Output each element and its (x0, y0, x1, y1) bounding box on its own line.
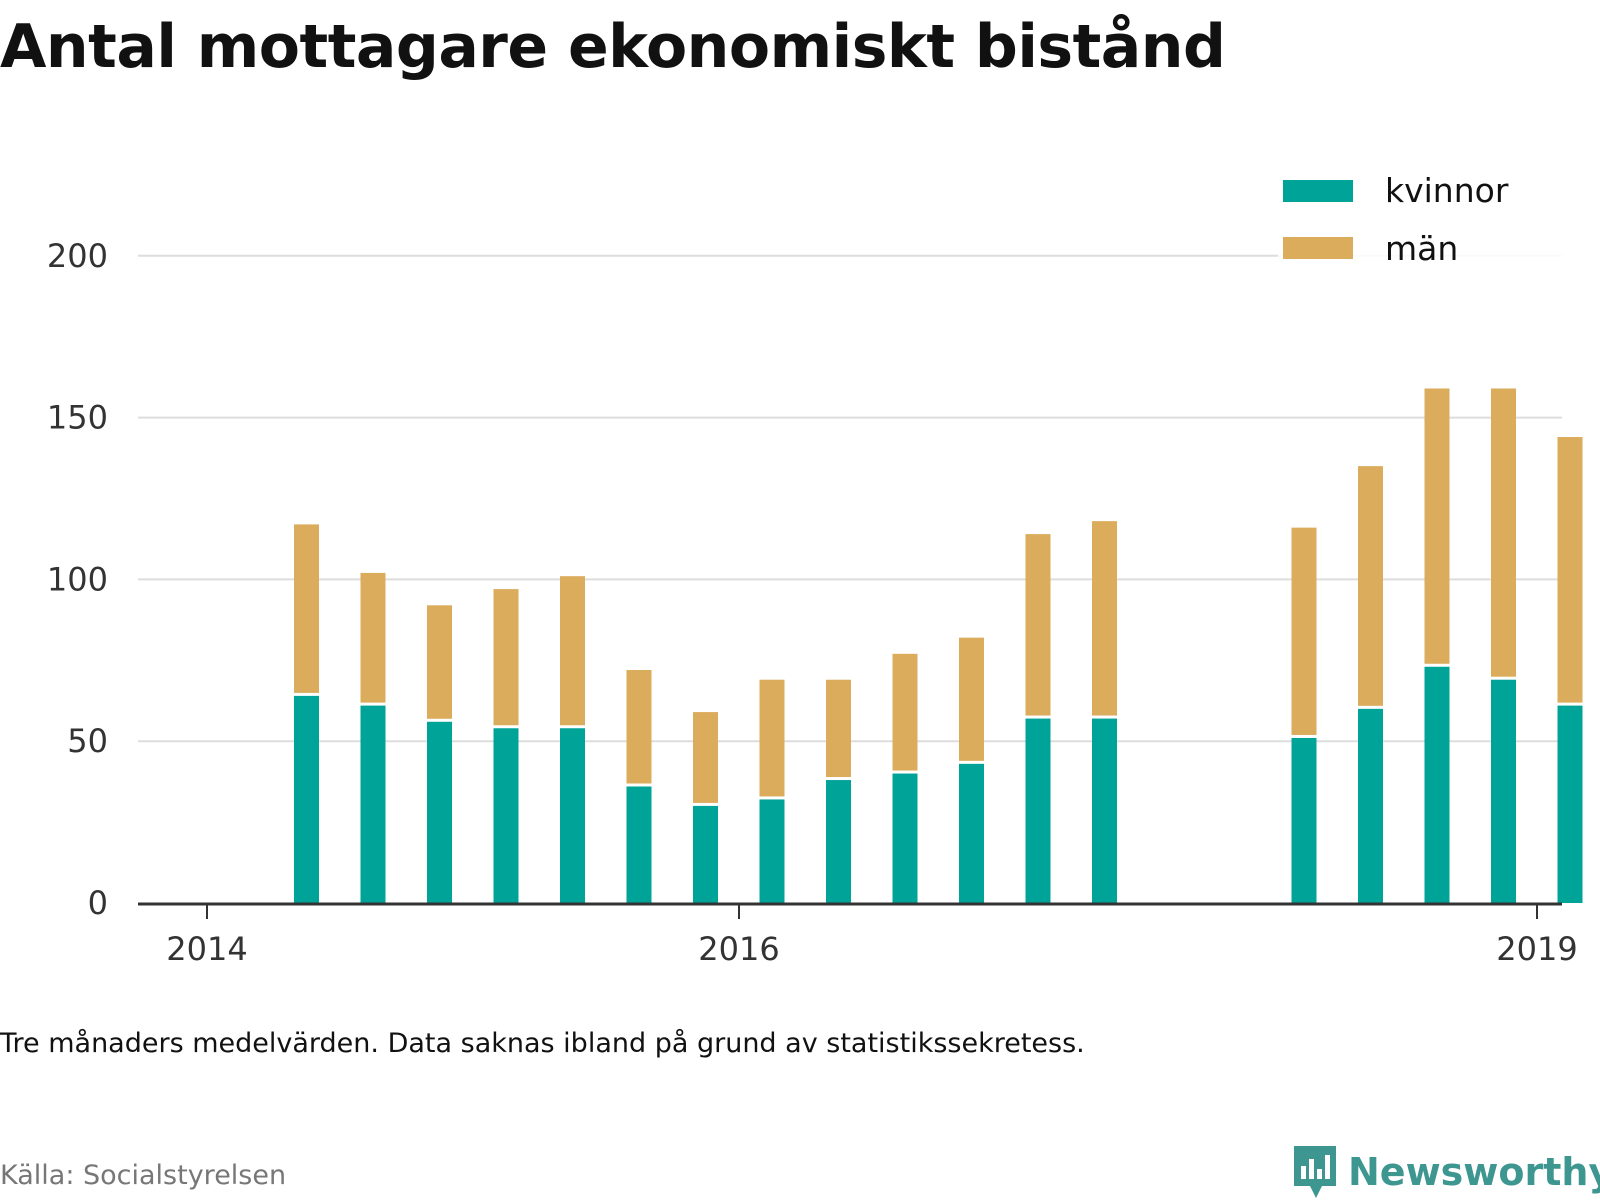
bar-kvinnor (1025, 718, 1051, 903)
bar-kvinnor (693, 805, 718, 903)
bar-kvinnor (560, 728, 585, 903)
newsworthy-wordmark: Newsworthy (1348, 1150, 1600, 1194)
legend-label-man: män (1385, 229, 1458, 268)
bar-kvinnor (1291, 737, 1317, 903)
bar-kvinnor (892, 773, 918, 903)
bar-kvinnor (1491, 679, 1516, 903)
bar-man (493, 589, 519, 726)
legend: kvinnor män (1278, 171, 1578, 275)
bar-kvinnor (1424, 666, 1450, 903)
x-tick-label: 2014 (166, 930, 247, 968)
bar-kvinnor (294, 695, 319, 903)
x-tick-label: 2019 (1496, 930, 1577, 968)
bar-kvinnor (1092, 718, 1117, 903)
bar-kvinnor (826, 780, 851, 903)
x-axis-ticks: 20142016201920212023 (166, 905, 1578, 968)
bar-kvinnor (759, 799, 785, 903)
chart-title: Antal mottagare ekonomiskt bistånd (0, 12, 1226, 82)
newsworthy-logo-icon (1294, 1146, 1336, 1198)
source-credit: Källa: Socialstyrelsen (0, 1160, 287, 1191)
bar-man (1424, 388, 1450, 664)
bar-kvinnor (493, 728, 519, 903)
legend-swatch-man (1283, 237, 1353, 259)
bar-man (1358, 466, 1383, 706)
bar-man (826, 679, 851, 778)
bar-man (1557, 437, 1583, 703)
bar-man (693, 712, 718, 803)
legend-swatch-kvinnor (1283, 180, 1353, 202)
bar-man (560, 576, 585, 726)
bar-man (427, 605, 452, 719)
bar-kvinnor (626, 786, 652, 903)
bar-man (892, 653, 918, 771)
gridlines (138, 254, 1562, 743)
bar-kvinnor (1358, 708, 1383, 903)
newsworthy-logo: Newsworthy (1290, 1142, 1600, 1202)
bar-kvinnor (1557, 705, 1583, 903)
y-tick-label: 50 (67, 722, 108, 760)
bar-man (1291, 527, 1317, 735)
bars (294, 388, 1583, 903)
y-tick-label: 200 (47, 237, 108, 275)
bar-kvinnor (959, 763, 984, 903)
bar-man (959, 637, 984, 761)
y-tick-label: 0 (88, 884, 108, 922)
bar-kvinnor (360, 705, 386, 903)
chart-note: Tre månaders medelvärden. Data saknas ib… (0, 1028, 1085, 1059)
y-axis-ticks: 0 50 100 150 200 (47, 237, 108, 922)
y-tick-label: 150 (47, 399, 108, 437)
bar-man (626, 670, 652, 784)
bar-man (294, 524, 319, 693)
bar-man (759, 679, 785, 797)
bar-man (1092, 521, 1117, 716)
y-tick-label: 100 (47, 560, 108, 598)
x-tick-label: 2016 (698, 930, 779, 968)
bar-kvinnor (427, 721, 452, 903)
legend-label-kvinnor: kvinnor (1385, 171, 1509, 210)
bar-man (360, 572, 386, 703)
bar-man (1025, 534, 1051, 716)
bar-man (1491, 388, 1516, 677)
